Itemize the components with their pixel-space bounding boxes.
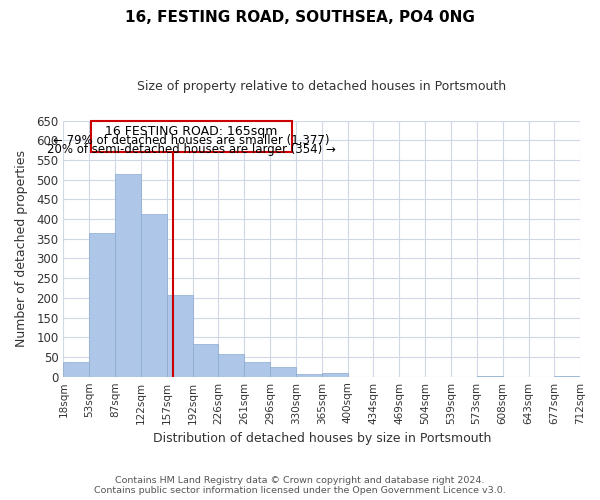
Bar [115,174,141,376]
Bar [244,362,271,376]
Bar [322,373,348,376]
Bar [89,233,115,376]
Bar [141,214,167,376]
Text: ← 79% of detached houses are smaller (1,377): ← 79% of detached houses are smaller (1,… [53,134,330,147]
Bar [193,344,218,376]
Text: 20% of semi-detached houses are larger (354) →: 20% of semi-detached houses are larger (… [47,142,336,156]
Text: Contains HM Land Registry data © Crown copyright and database right 2024.
Contai: Contains HM Land Registry data © Crown c… [94,476,506,495]
Text: 16 FESTING ROAD: 165sqm: 16 FESTING ROAD: 165sqm [105,126,278,138]
FancyBboxPatch shape [91,122,292,152]
Y-axis label: Number of detached properties: Number of detached properties [15,150,28,347]
X-axis label: Distribution of detached houses by size in Portsmouth: Distribution of detached houses by size … [152,432,491,445]
Bar [64,362,89,376]
Title: Size of property relative to detached houses in Portsmouth: Size of property relative to detached ho… [137,80,506,93]
Bar [271,367,296,376]
Bar [296,374,322,376]
Text: 16, FESTING ROAD, SOUTHSEA, PO4 0NG: 16, FESTING ROAD, SOUTHSEA, PO4 0NG [125,10,475,25]
Bar [167,295,193,376]
Bar [218,354,244,376]
